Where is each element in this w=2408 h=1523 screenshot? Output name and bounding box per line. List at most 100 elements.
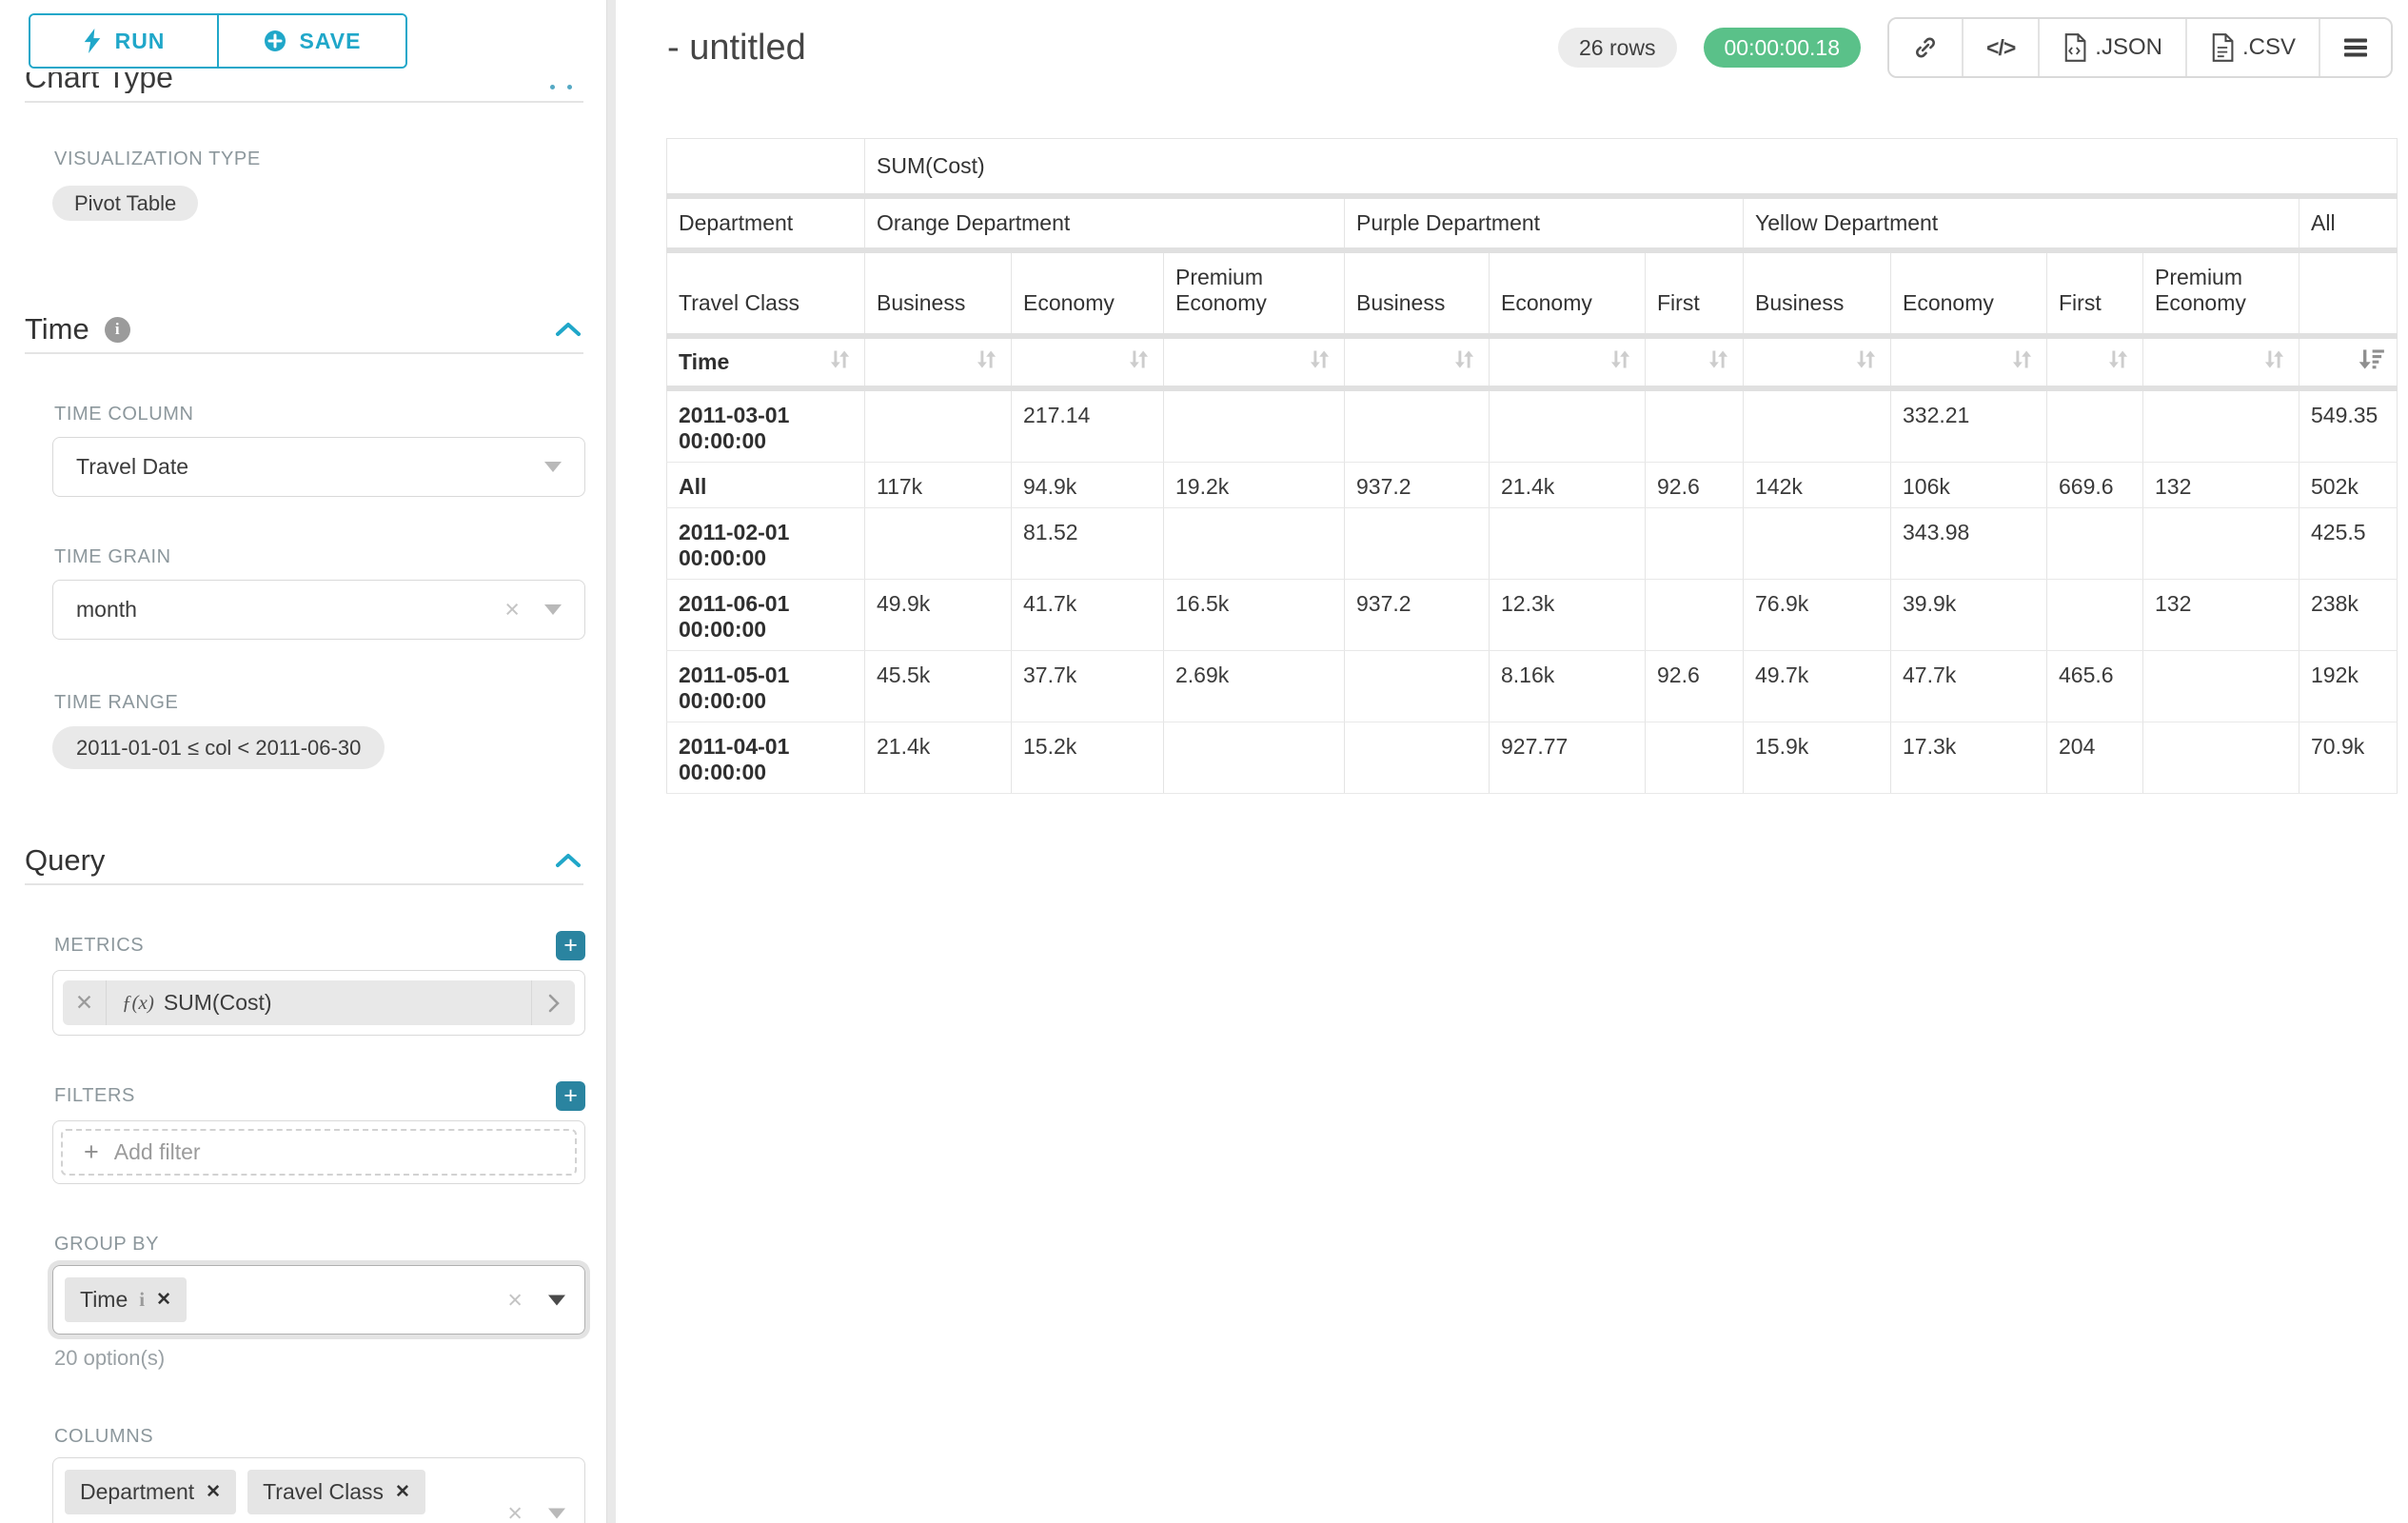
pivot-value-cell	[864, 387, 1012, 463]
pivot-value-cell: 106k	[1890, 461, 2047, 508]
run-button[interactable]: RUN	[30, 15, 217, 67]
group-by-select[interactable]: Time i ✕ ×	[52, 1265, 585, 1335]
add-filter-plus-button[interactable]: +	[556, 1081, 585, 1111]
sort-icon[interactable]	[1608, 346, 1633, 378]
clear-icon[interactable]: ×	[507, 1285, 523, 1314]
sort-icon[interactable]	[2009, 346, 2035, 378]
pivot-value-cell: 8.16k	[1489, 649, 1646, 722]
pivot-value-cell: 132	[2142, 578, 2299, 651]
pivot-value-cell	[1344, 721, 1490, 794]
pivot-data-row: 2011-05-01 00:00:00 45.5k 37.7k 2.69k 8.16k 9…	[666, 649, 2398, 722]
info-icon: i	[139, 1288, 146, 1311]
sort-icon[interactable]	[2105, 346, 2131, 378]
add-filter-button[interactable]: + Add filter	[61, 1129, 577, 1176]
share-link-button[interactable]	[1889, 19, 1963, 76]
row-label: 2011-02-01 00:00:00	[666, 506, 865, 580]
run-button-label: RUN	[114, 28, 166, 53]
save-button[interactable]: SAVE	[217, 15, 405, 67]
filters-control: + Add filter	[52, 1120, 585, 1184]
remove-tag-icon[interactable]: ✕	[395, 1482, 410, 1502]
time-grain-select[interactable]: month ×	[52, 580, 585, 640]
pivot-value-cell: 19.2k	[1163, 461, 1345, 508]
sort-icon[interactable]	[1451, 346, 1477, 378]
sort-icon[interactable]	[974, 346, 999, 378]
query-timer-badge: 00:00:00.18	[1703, 28, 1862, 68]
export-json-button[interactable]: .JSON	[2038, 19, 2185, 76]
columns-select[interactable]: Department ✕ Travel Class ✕ ×	[52, 1457, 585, 1523]
pivot-value-cell: 21.4k	[864, 721, 1012, 794]
remove-metric-icon[interactable]: ✕	[63, 980, 107, 1025]
pivot-value-cell: 49.7k	[1743, 649, 1891, 722]
remove-tag-icon[interactable]: ✕	[156, 1290, 172, 1310]
pivot-value-cell	[2046, 578, 2143, 651]
selected-option-tag[interactable]: Department ✕	[65, 1470, 237, 1514]
sort-header-cell[interactable]	[1743, 335, 1891, 391]
sort-icon[interactable]	[1126, 346, 1152, 378]
chevron-up-icon[interactable]	[553, 851, 583, 870]
pivot-value-cell: 927.77	[1489, 721, 1646, 794]
remove-tag-icon[interactable]: ✕	[206, 1482, 222, 1502]
selected-option-tag[interactable]: Time i ✕	[65, 1277, 188, 1322]
sort-header-cell[interactable]	[1890, 335, 2047, 391]
view-query-button[interactable]: </>	[1962, 19, 2039, 76]
sort-header-cell[interactable]	[1344, 335, 1490, 391]
sort-desc-icon[interactable]	[2358, 346, 2385, 378]
sort-header-cell[interactable]	[1489, 335, 1646, 391]
time-column-select[interactable]: Travel Date	[52, 437, 585, 497]
pivot-value-cell	[1743, 506, 1891, 580]
section-divider	[25, 883, 583, 885]
time-range-pill[interactable]: 2011-01-01 ≤ col < 2011-06-30	[52, 726, 385, 769]
pivot-value-cell: 425.5	[2298, 506, 2398, 580]
sort-header-cell[interactable]	[2298, 335, 2398, 391]
sort-header-cell[interactable]	[1645, 335, 1744, 391]
pivot-value-cell: 937.2	[1344, 461, 1490, 508]
pivot-value-cell	[2046, 387, 2143, 463]
query-section-title: Query	[25, 843, 106, 877]
export-csv-label: .CSV	[2241, 34, 2296, 60]
pivot-value-cell: 94.9k	[1011, 461, 1164, 508]
pivot-table-container: SUM(Cost) Department Orange Department Purp…	[666, 138, 2408, 794]
time-row-header[interactable]: Time	[666, 335, 865, 391]
filters-label: FILTERS	[54, 1085, 135, 1106]
sort-header-cell[interactable]	[2046, 335, 2143, 391]
pivot-value-cell: 12.3k	[1489, 578, 1646, 651]
selected-option-tag[interactable]: Travel Class ✕	[247, 1470, 425, 1514]
viz-type-pill[interactable]: Pivot Table	[52, 186, 199, 221]
sort-icon[interactable]	[2261, 346, 2287, 378]
row-count-badge: 26 rows	[1557, 28, 1677, 68]
clear-icon[interactable]: ×	[507, 1498, 523, 1523]
sort-icon[interactable]	[1706, 346, 1731, 378]
group-by-label: GROUP BY	[54, 1234, 160, 1255]
pivot-value-cell: 238k	[2298, 578, 2398, 651]
sort-header-cell[interactable]	[864, 335, 1012, 391]
clear-icon[interactable]: ×	[504, 595, 520, 623]
chevron-up-icon[interactable]	[553, 320, 583, 339]
time-grain-value: month	[76, 597, 137, 622]
pivot-value-cell: 49.9k	[864, 578, 1012, 651]
pivot-value-cell: 132	[2142, 461, 2299, 508]
menu-button[interactable]	[2319, 19, 2391, 76]
sort-icon[interactable]	[1853, 346, 1879, 378]
travel-class-header: Premium Economy	[2142, 249, 2299, 339]
row-label: 2011-04-01 00:00:00	[666, 721, 865, 794]
export-toolbar: </> .JSON .CSV	[1887, 17, 2393, 78]
sort-header-cell[interactable]	[2142, 335, 2299, 391]
expand-metric-icon[interactable]	[531, 980, 575, 1025]
sort-header-cell[interactable]	[1163, 335, 1345, 391]
pivot-value-cell	[2142, 506, 2299, 580]
pivot-value-cell: 502k	[2298, 461, 2398, 508]
sort-icon[interactable]	[1307, 346, 1332, 378]
metrics-control: ✕ ƒ(x) SUM(Cost)	[52, 970, 585, 1036]
sort-header-cell[interactable]	[1011, 335, 1164, 391]
add-metric-button[interactable]: +	[556, 931, 585, 960]
collapse-chevron-icon-clipped[interactable]	[550, 85, 572, 89]
chart-title: - untitled	[667, 27, 806, 68]
travel-class-header: Economy	[1489, 249, 1646, 339]
main-panel: - untitled 26 rows 00:00:00.18 </> .JSON	[616, 0, 2408, 1523]
metric-pill[interactable]: ✕ ƒ(x) SUM(Cost)	[63, 980, 575, 1025]
export-csv-button[interactable]: .CSV	[2184, 19, 2319, 76]
csv-file-icon	[2212, 33, 2234, 62]
sort-icon[interactable]	[827, 346, 853, 378]
metric-header: SUM(Cost)	[863, 138, 2398, 199]
section-divider	[25, 101, 583, 103]
